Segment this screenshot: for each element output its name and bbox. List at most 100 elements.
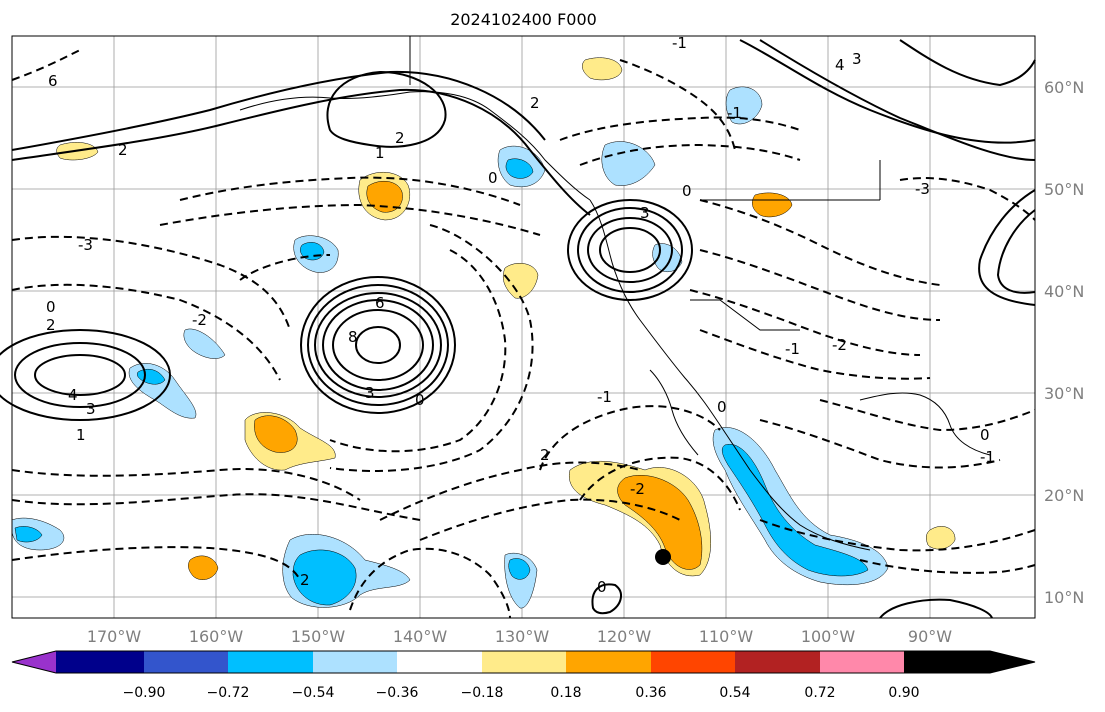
colorbar-segment	[12, 651, 56, 673]
contour-label: 2	[46, 316, 56, 334]
contour-label: 0	[488, 169, 498, 187]
coastline	[690, 299, 800, 331]
contour-line	[300, 276, 456, 414]
contour-line	[34, 354, 126, 396]
contour-line	[559, 116, 801, 141]
lon-label: 110°W	[699, 627, 754, 646]
contour-line	[759, 519, 1036, 552]
colorbar-segment	[820, 651, 904, 673]
colorbar-tick-label: −0.90	[123, 685, 166, 701]
contour-line	[759, 419, 1001, 469]
contour-line	[326, 70, 447, 148]
contour-line	[579, 456, 741, 511]
contour-line	[11, 546, 301, 581]
lat-label: 20°N	[1044, 486, 1084, 505]
lon-label: 100°W	[801, 627, 856, 646]
contour-line	[539, 405, 721, 471]
contour-label: -1	[785, 340, 800, 358]
contour-label: 0	[682, 182, 692, 200]
colorbar-segment	[566, 651, 651, 673]
contour-line	[355, 326, 401, 364]
coastline	[859, 392, 991, 456]
lon-label: 160°W	[189, 627, 244, 646]
contour-label: -2	[192, 311, 207, 329]
colorbar-outline	[11, 650, 1036, 674]
colorbar: −0.90 −0.72 −0.54 −0.36 −0.18 0.18 0.36 …	[11, 650, 1036, 701]
contour-line	[996, 209, 1036, 294]
coastline	[649, 369, 699, 456]
contour-label: 2	[540, 446, 550, 464]
contour-line	[587, 217, 673, 283]
map-area	[0, 35, 1036, 619]
contour-label: 0	[717, 398, 727, 416]
lat-label: 60°N	[1044, 78, 1084, 97]
contour-label: 8	[348, 328, 358, 346]
contour-label: -3	[915, 180, 930, 198]
contour-label: 2	[530, 94, 540, 112]
contour-line	[879, 598, 993, 619]
colorbar-segment	[144, 651, 228, 673]
lat-label: 10°N	[1044, 588, 1084, 607]
coastline	[589, 199, 751, 471]
contour-label: 0	[415, 391, 425, 409]
contour-labels: 6 8 6 3 2 2 1 0 3 0 2 0 4 3 1 0 2 3 4 -1…	[46, 34, 995, 596]
colorbar-segment	[397, 651, 482, 673]
contour-label: 1	[375, 144, 385, 162]
contour-label: -2	[832, 336, 847, 354]
shade-negative	[183, 328, 226, 359]
contour-line	[349, 547, 511, 619]
colorbar-segment	[735, 651, 820, 673]
contour-line	[577, 207, 683, 293]
contour-line	[11, 468, 361, 501]
lon-label: 90°W	[908, 627, 952, 646]
lat-label: 50°N	[1044, 180, 1084, 199]
contour-line	[978, 189, 1036, 306]
longitude-labels: 170°W 160°W 150°W 140°W 130°W 120°W 110°…	[87, 627, 952, 646]
coastline	[239, 91, 591, 201]
contour-line	[567, 199, 693, 301]
colorbar-segment	[313, 651, 397, 673]
contour-line	[159, 203, 541, 236]
contour-line	[11, 493, 421, 521]
contour-label: 3	[86, 400, 96, 418]
contour-line	[899, 39, 1036, 87]
contour-line	[599, 227, 661, 273]
contour-line	[11, 283, 281, 381]
map-background	[12, 36, 1035, 618]
shade-negative	[292, 549, 357, 606]
colorbar-tick-label: −0.54	[292, 685, 335, 701]
lat-label: 40°N	[1044, 282, 1084, 301]
contour-line	[859, 559, 1036, 574]
contour-line	[619, 59, 736, 151]
contour-line	[739, 39, 1036, 144]
coastlines	[239, 36, 991, 551]
contour-label: -1	[672, 34, 687, 52]
shade-positive	[502, 263, 539, 299]
lat-label: 30°N	[1044, 384, 1084, 403]
shade-positive	[254, 415, 298, 453]
colorbar-segment	[56, 651, 144, 673]
contour-line	[11, 49, 81, 81]
shade-negative	[505, 158, 534, 179]
map-border	[11, 35, 1036, 619]
contour-label: 2	[395, 129, 405, 147]
colorbar-tick-label: 0.72	[804, 685, 835, 701]
contour-line	[329, 224, 534, 472]
colorbar-tick-label: 0.36	[635, 685, 666, 701]
colorbar-tick-label: −0.36	[376, 685, 419, 701]
contour-line	[332, 309, 424, 381]
shade-positive	[752, 192, 793, 218]
colorbar-tick-label: −0.72	[207, 685, 250, 701]
contour-label: 0	[597, 578, 607, 596]
contour-label: 4	[835, 56, 845, 74]
latitude-labels: 60°N 50°N 40°N 30°N 20°N 10°N	[1044, 78, 1084, 607]
contour-line	[819, 399, 1036, 432]
shade-negative	[601, 141, 656, 186]
contour-line	[899, 177, 1036, 221]
contour-line	[329, 249, 507, 453]
contour-label: -1	[597, 388, 612, 406]
contour-label: 0	[46, 298, 56, 316]
contour-line	[11, 235, 291, 331]
colorbar-segment	[228, 651, 313, 673]
